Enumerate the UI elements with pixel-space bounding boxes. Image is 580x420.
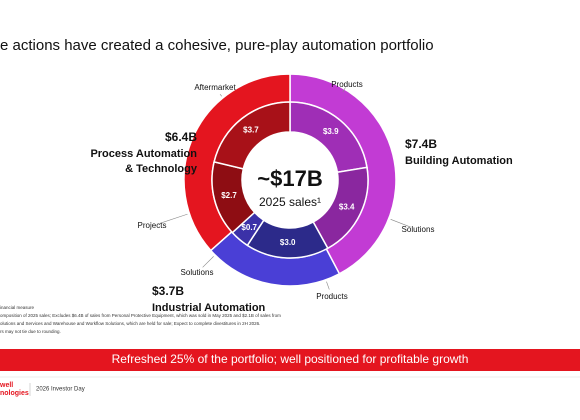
segment-value-label: $6.4B <box>165 130 197 144</box>
segment-name: Industrial Automation <box>152 302 266 314</box>
sub-segment-name: Products <box>331 80 363 89</box>
footnote: olutions and Services and Warehouse and … <box>0 321 260 326</box>
center-label: 2025 sales¹ <box>259 195 321 209</box>
sub-segment-name: Projects <box>138 221 167 230</box>
slide-title: e actions have created a cohesive, pure-… <box>0 37 434 54</box>
segment-value-label: $3.7B <box>152 284 184 298</box>
footnote: rs may not tie due to rounding. <box>0 329 61 334</box>
leader-line <box>202 256 214 268</box>
segment-name: Building Automation <box>405 155 513 167</box>
leader-line <box>326 281 330 290</box>
segment-value-label: $7.4B <box>405 137 437 151</box>
logo: nologies <box>0 390 29 397</box>
footer-event: 2026 Investor Day <box>36 387 85 393</box>
inner-segment <box>213 101 291 170</box>
inner-value-label: $2.7 <box>221 191 237 200</box>
segment-name: Process Automation <box>90 148 197 160</box>
leader-line <box>159 213 188 224</box>
sub-segment-name: Aftermarket <box>194 83 236 92</box>
footnote: inancial measure <box>0 305 35 310</box>
logo: well <box>0 382 13 389</box>
inner-value-label: $0.7 <box>241 223 257 232</box>
inner-value-label: $3.7 <box>243 126 259 135</box>
banner-bg <box>0 349 580 371</box>
inner-value-label: $3.0 <box>280 238 296 247</box>
inner-value-label: $3.4 <box>339 203 355 212</box>
leader-line <box>219 94 222 97</box>
leader-line <box>342 87 346 93</box>
segment-name: & Technology <box>125 163 198 175</box>
sub-segment-name: Solutions <box>402 225 435 234</box>
center-value: ~$17B <box>257 166 322 191</box>
sub-segment-name: Products <box>316 292 348 301</box>
sub-segment-name: Solutions <box>181 268 214 277</box>
leader-line <box>390 219 411 228</box>
banner-text: Refreshed 25% of the portfolio; well pos… <box>112 352 469 366</box>
footnote: omposition of 2025 sales; Excludes $6.4B… <box>0 313 281 318</box>
inner-value-label: $3.9 <box>323 127 339 136</box>
